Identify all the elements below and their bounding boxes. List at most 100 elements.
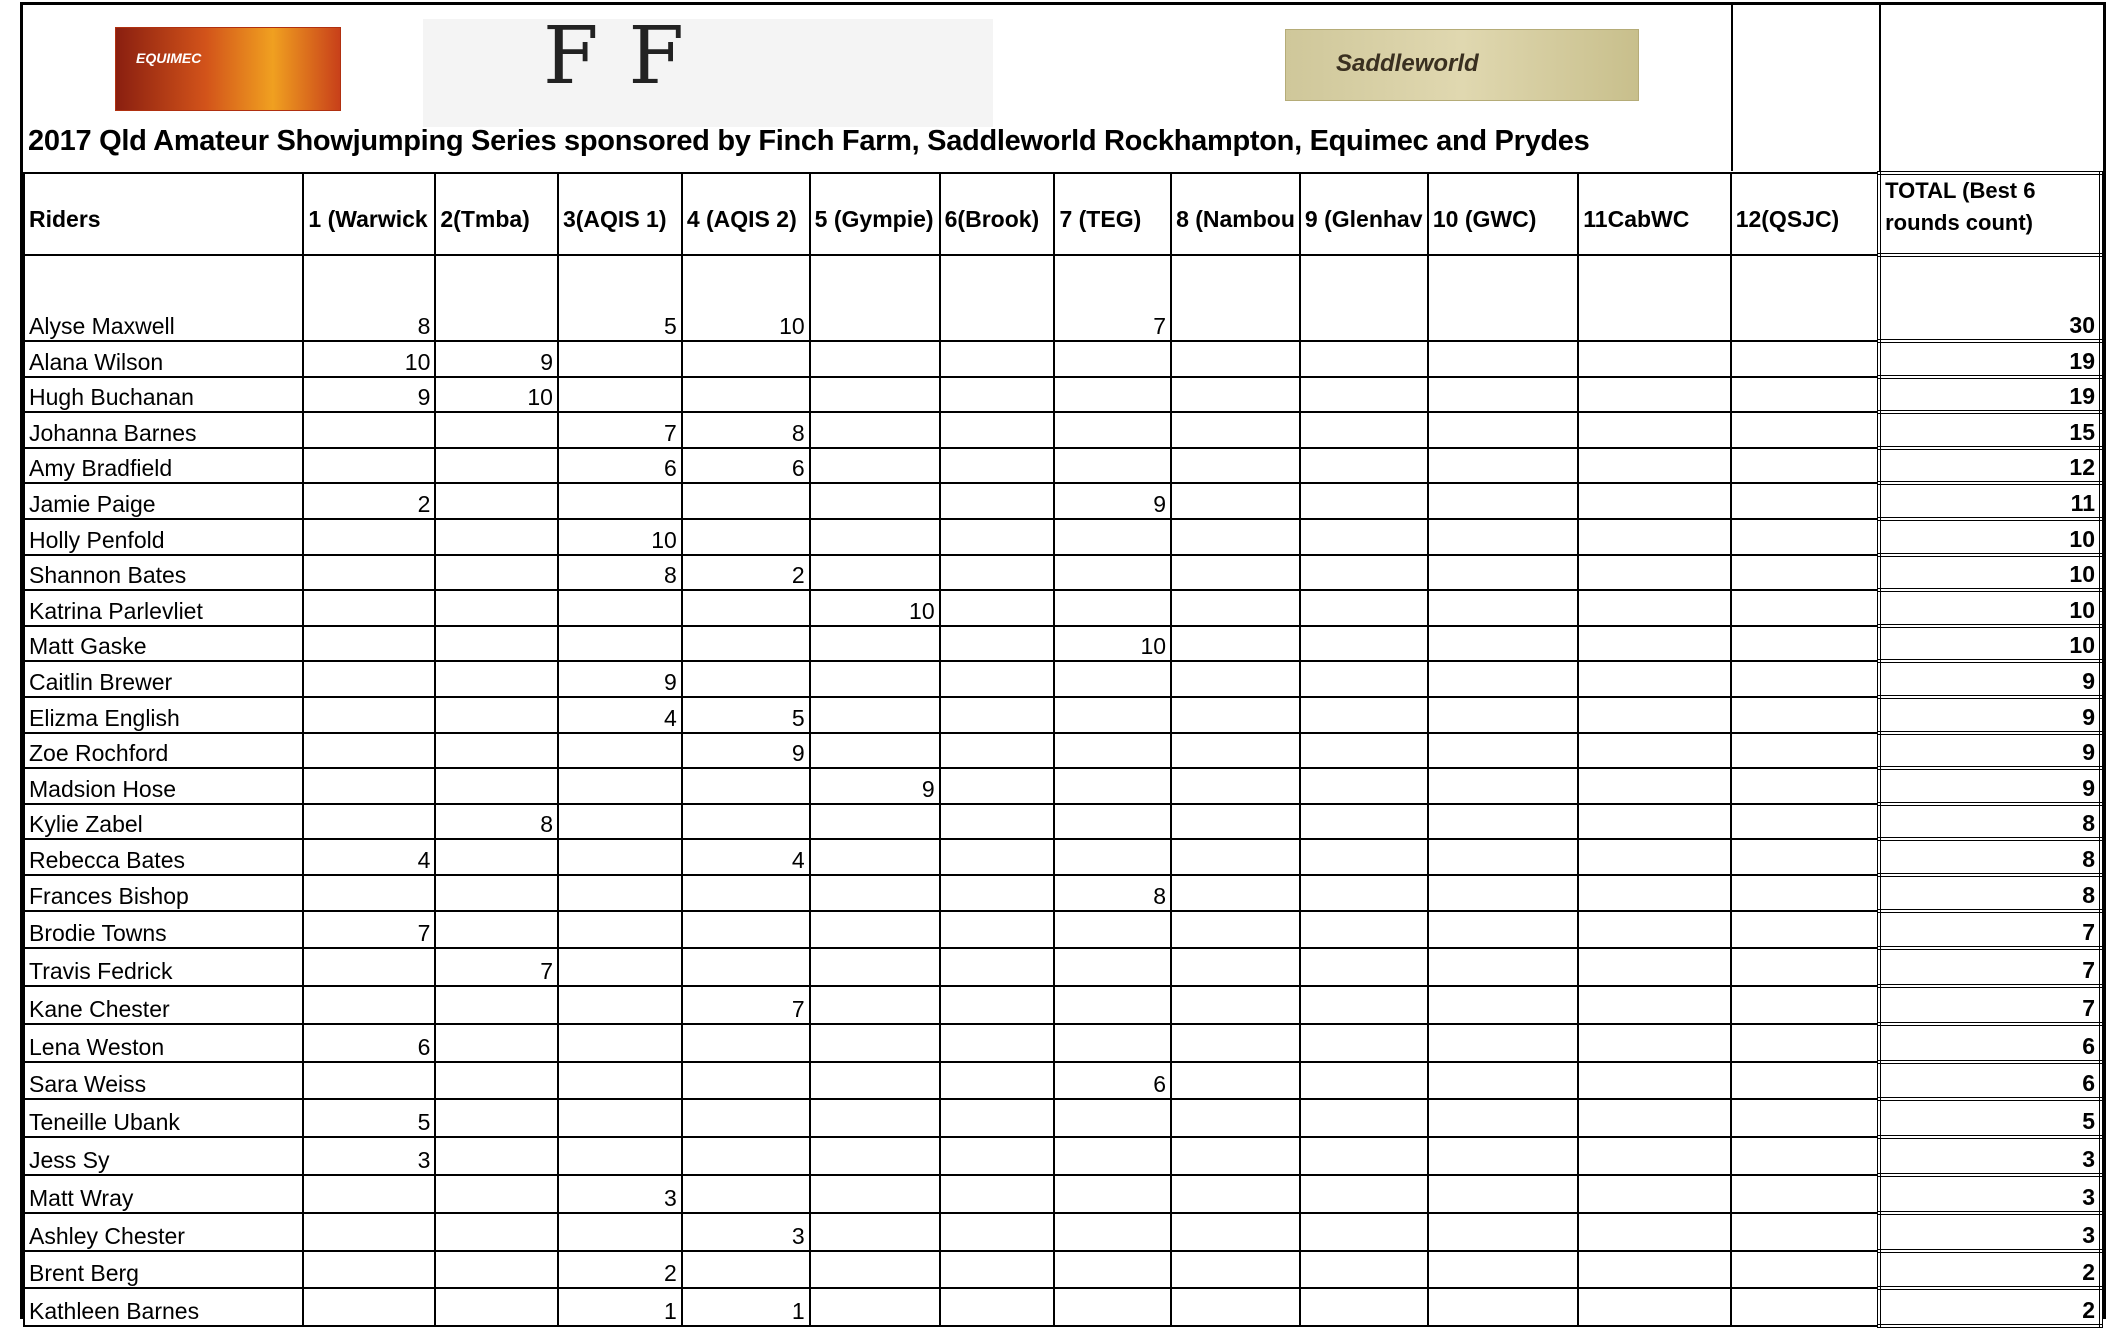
round-4-score — [680, 482, 811, 520]
round-9-score — [1298, 517, 1429, 556]
round-2-score — [434, 1174, 559, 1214]
round-3-score — [556, 767, 683, 805]
round-7-score — [1053, 660, 1173, 698]
round-6-score — [938, 802, 1056, 841]
table-row: Amy Bradfield 6 6 12 — [22, 445, 2103, 486]
total-score: 10 — [1877, 552, 2103, 593]
round-7-score — [1053, 375, 1173, 414]
round-3-score — [556, 985, 683, 1025]
round-11-score — [1577, 1287, 1732, 1328]
round-8-score — [1170, 909, 1301, 950]
round-8-score — [1170, 731, 1301, 770]
round-6-score — [938, 411, 1056, 449]
total-score: 5 — [1877, 1097, 2103, 1140]
round-11-score — [1577, 375, 1732, 414]
table-row: Johanna Barnes 7 8 15 — [22, 410, 2103, 450]
round-7-score: 9 — [1053, 482, 1173, 520]
round-9-score — [1298, 340, 1429, 378]
round-6-score — [938, 553, 1056, 592]
table-row: Rebecca Bates 4 4 8 — [22, 837, 2103, 877]
round-9-score — [1298, 1098, 1429, 1139]
round-12-score — [1729, 446, 1881, 485]
table-row: Brodie Towns 7 7 — [22, 908, 2103, 951]
round-10-score — [1426, 1287, 1580, 1328]
round-4-score — [680, 802, 811, 841]
rider-name: Lena Weston — [22, 1022, 305, 1063]
round-12-score — [1729, 254, 1881, 342]
round-12-score — [1729, 1098, 1881, 1139]
round-2-score — [434, 254, 559, 342]
round-12-score — [1729, 375, 1881, 414]
equimec-logo-text: EQUIMEC — [136, 50, 202, 66]
round-7-score — [1053, 1249, 1173, 1290]
round-6-score — [938, 1136, 1056, 1177]
round-6-score — [938, 1098, 1056, 1139]
round-10-score — [1426, 340, 1580, 378]
table-row: Travis Fedrick 7 7 — [22, 946, 2103, 989]
round-4-score: 5 — [680, 695, 811, 734]
round-7-score — [1053, 446, 1173, 485]
total-score: 19 — [1877, 339, 2103, 379]
header-banner: EQUIMEC FF Saddleworld 2017 Qld Amateur … — [23, 5, 1733, 171]
round-3-score — [556, 909, 683, 950]
round-7-score — [1053, 1174, 1173, 1214]
round-2-score — [434, 1211, 559, 1252]
round-7-score — [1053, 838, 1173, 876]
round-6-score — [938, 1287, 1056, 1328]
round-2-score — [434, 1022, 559, 1063]
round-10-score — [1426, 1174, 1580, 1214]
round-3-score — [556, 947, 683, 988]
column-header-round-6: 6(Brook) — [938, 172, 1056, 256]
table-row: Matt Gaske 10 10 — [22, 623, 2103, 664]
round-1-score: 5 — [302, 1098, 437, 1139]
table-row: Shannon Bates 8 2 10 — [22, 552, 2103, 593]
round-2-score: 8 — [434, 802, 559, 841]
total-score: 11 — [1877, 481, 2103, 521]
round-2-score — [434, 1098, 559, 1139]
table-row: Madsion Hose 9 9 — [22, 766, 2103, 806]
round-11-score — [1577, 553, 1732, 592]
round-10-score — [1426, 1022, 1580, 1063]
round-12-score — [1729, 517, 1881, 556]
table-row: Hugh Buchanan 9 10 19 — [22, 374, 2103, 415]
round-7-score — [1053, 985, 1173, 1025]
round-3-score — [556, 340, 683, 378]
round-9-score — [1298, 375, 1429, 414]
round-4-score — [680, 1022, 811, 1063]
round-3-score — [556, 375, 683, 414]
round-1-score — [302, 517, 437, 556]
round-12-score — [1729, 411, 1881, 449]
round-2-score — [434, 1287, 559, 1328]
round-6-score — [938, 1022, 1056, 1063]
round-2-score: 10 — [434, 375, 559, 414]
round-5-score — [808, 838, 941, 876]
round-8-score — [1170, 517, 1301, 556]
round-2-score — [434, 767, 559, 805]
round-11-score — [1577, 482, 1732, 520]
round-1-score — [302, 802, 437, 841]
round-8-score — [1170, 767, 1301, 805]
round-9-score — [1298, 1022, 1429, 1063]
round-8-score — [1170, 482, 1301, 520]
round-2-score — [434, 411, 559, 449]
rider-name: Alyse Maxwell — [22, 254, 305, 342]
round-8-score — [1170, 375, 1301, 414]
round-11-score — [1577, 947, 1732, 988]
round-4-score — [680, 1060, 811, 1101]
round-10-score — [1426, 767, 1580, 805]
round-10-score — [1426, 909, 1580, 950]
round-4-score — [680, 1136, 811, 1177]
round-11-score — [1577, 695, 1732, 734]
column-header-riders: Riders — [22, 172, 305, 256]
round-11-score — [1577, 1174, 1732, 1214]
round-2-score — [434, 731, 559, 770]
table-row: Brent Berg 2 2 — [22, 1248, 2103, 1291]
round-3-score: 6 — [556, 446, 683, 485]
round-6-score — [938, 340, 1056, 378]
total-score: 12 — [1877, 445, 2103, 486]
round-10-score — [1426, 624, 1580, 663]
round-1-score — [302, 1211, 437, 1252]
total-score: 10 — [1877, 623, 2103, 664]
round-8-score — [1170, 1211, 1301, 1252]
total-score: 9 — [1877, 766, 2103, 806]
